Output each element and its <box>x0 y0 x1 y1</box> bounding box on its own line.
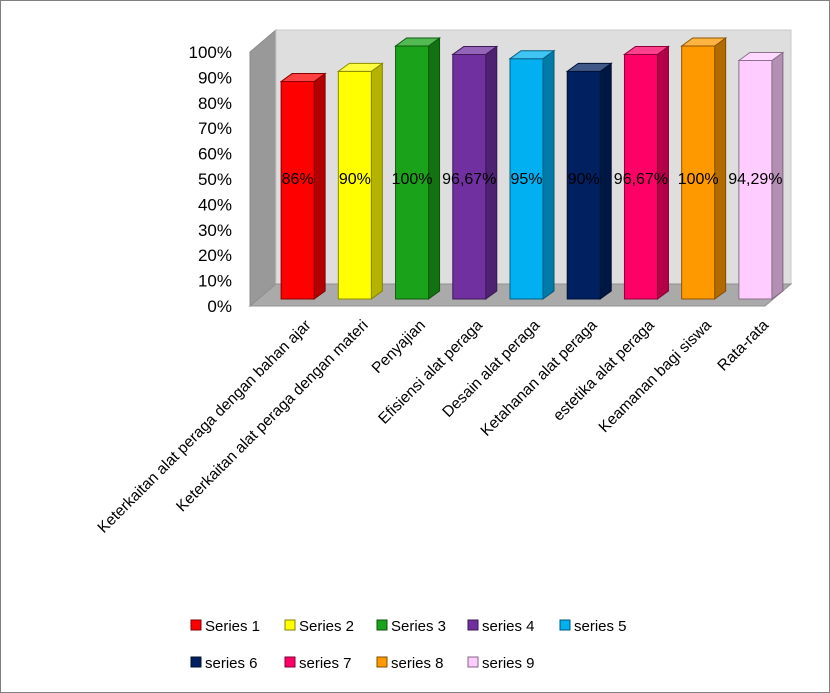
legend-label: Series 1 <box>205 618 260 635</box>
data-label: 100% <box>678 171 719 188</box>
y-tick-label: 90% <box>198 68 232 87</box>
legend-label: series 8 <box>391 655 444 672</box>
bar-front <box>738 60 773 300</box>
bar-front <box>566 70 601 300</box>
bar <box>622 45 670 300</box>
bar-side <box>542 49 555 300</box>
bar <box>565 62 613 300</box>
bar-top <box>279 73 327 83</box>
legend-swatch <box>467 656 479 668</box>
legend-swatch <box>376 656 388 668</box>
data-labels: 86% 90% 100% 96,67% 95% 90% 96,67% 100% 94,29% <box>282 171 783 188</box>
data-label: 95% <box>510 171 542 188</box>
bar-top <box>680 37 728 47</box>
legend-swatch <box>467 619 479 631</box>
category-label: Rata-rata <box>714 317 772 375</box>
bar-side <box>428 37 441 300</box>
legend-item: Series 1 <box>190 618 260 635</box>
bar-top <box>737 52 785 62</box>
bar-top <box>336 62 384 72</box>
legend-label: series 4 <box>482 618 535 635</box>
bar <box>680 37 728 300</box>
bars <box>279 37 785 300</box>
bar-front <box>681 45 716 300</box>
y-tick-label: 20% <box>198 246 232 265</box>
legend-swatch <box>190 656 202 668</box>
legend-item: series 7 <box>284 655 352 672</box>
bar-side <box>599 62 612 300</box>
category-label: Desain alat peraga <box>439 317 543 421</box>
data-label: 96,67% <box>442 171 496 188</box>
y-tick-label: 100% <box>189 43 232 62</box>
legend-item: series 6 <box>190 655 258 672</box>
bar-side <box>370 62 383 300</box>
bar-side <box>313 72 326 300</box>
legend-label: Series 2 <box>299 618 354 635</box>
bar-side <box>714 37 727 300</box>
legend-label: series 9 <box>482 655 535 672</box>
bar <box>737 51 785 300</box>
side-wall <box>249 28 277 308</box>
legend-item: series 9 <box>467 655 535 672</box>
data-label: 94,29% <box>728 171 782 188</box>
category-label: Keterkaitan alat peraga dengan bahan aja… <box>95 317 315 537</box>
y-tick-label: 60% <box>198 145 232 164</box>
data-label: 90% <box>568 171 600 188</box>
bar <box>279 72 327 300</box>
data-label: 96,67% <box>614 171 668 188</box>
category-labels: Keterkaitan alat peraga dengan bahan aja… <box>95 317 773 537</box>
y-tick-label: 50% <box>198 170 232 189</box>
legend-label: Series 3 <box>391 618 446 635</box>
category-label: Efisiensi alat peraga <box>375 317 486 428</box>
bar-front <box>509 58 544 300</box>
bar-front <box>623 53 658 300</box>
data-label: 90% <box>339 171 371 188</box>
data-label: 86% <box>282 171 314 188</box>
y-tick-label: 70% <box>198 119 232 138</box>
legend-swatch <box>284 619 296 631</box>
bar-top <box>451 45 499 55</box>
legend-item: Series 3 <box>376 618 446 635</box>
category-label: Keamanan bagi siswa <box>596 317 716 437</box>
bar <box>336 62 384 300</box>
legend-swatch <box>376 619 388 631</box>
legend-swatch <box>284 656 296 668</box>
category-label: estetika alat peraga <box>550 317 658 425</box>
bar-front <box>395 45 430 300</box>
legend-label: series 6 <box>205 655 258 672</box>
y-tick-label: 80% <box>198 94 232 113</box>
bar <box>451 45 499 300</box>
legend-label: series 5 <box>574 618 627 635</box>
y-tick-label: 30% <box>198 221 232 240</box>
bar-front <box>337 70 372 300</box>
legend-item: series 4 <box>467 618 535 635</box>
category-label: Ketahanan alat peraga <box>478 317 601 440</box>
legend-item: series 8 <box>376 655 444 672</box>
data-label: 100% <box>392 171 433 188</box>
bar <box>508 49 556 300</box>
y-tick-label: 40% <box>198 195 232 214</box>
category-label: Penyajian <box>369 317 429 377</box>
legend-label: series 7 <box>299 655 352 672</box>
bar <box>394 37 442 300</box>
bar-top <box>394 37 442 47</box>
bar-top <box>508 50 556 60</box>
y-tick-label: 10% <box>198 272 232 291</box>
legend-swatch <box>559 619 571 631</box>
y-axis-ticks: 0% 10% 20% 30% 40% 50% 60% 70% 80% 90% 100% <box>189 43 232 316</box>
legend-item: series 5 <box>559 618 627 635</box>
legend-swatch <box>190 619 202 631</box>
y-tick-label: 0% <box>207 297 232 316</box>
bar-front <box>280 81 315 300</box>
legend-item: Series 2 <box>284 618 354 635</box>
bar-top <box>565 62 613 72</box>
bar-top <box>622 45 670 55</box>
legend: Series 1 Series 2 Series 3 series 4 series 5… <box>190 618 627 672</box>
